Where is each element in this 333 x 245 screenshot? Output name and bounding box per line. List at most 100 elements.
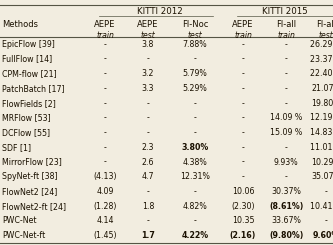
- Text: (1.28): (1.28): [93, 202, 117, 211]
- Text: -: -: [104, 40, 107, 49]
- Text: 9.60%: 9.60%: [312, 231, 333, 240]
- Text: MRFlow [53]: MRFlow [53]: [2, 113, 51, 122]
- Text: 14.09 %: 14.09 %: [270, 113, 302, 122]
- Text: 22.40 %: 22.40 %: [310, 69, 333, 78]
- Text: -: -: [241, 143, 244, 152]
- Text: 5.29%: 5.29%: [182, 84, 207, 93]
- Text: DCFlow [55]: DCFlow [55]: [2, 128, 50, 137]
- Text: SpyNet-ft [38]: SpyNet-ft [38]: [2, 172, 58, 181]
- Text: -: -: [147, 55, 150, 63]
- Text: -: -: [285, 40, 287, 49]
- Text: -: -: [147, 187, 150, 196]
- Text: 4.38%: 4.38%: [182, 158, 207, 167]
- Text: KITTI 2015: KITTI 2015: [262, 7, 307, 16]
- Text: SDF [1]: SDF [1]: [2, 143, 31, 152]
- Text: (9.80%): (9.80%): [269, 231, 303, 240]
- Text: -: -: [241, 158, 244, 167]
- Text: 11.01 %: 11.01 %: [310, 143, 333, 152]
- Text: 9.93%: 9.93%: [274, 158, 298, 167]
- Text: train: train: [277, 31, 295, 40]
- Text: -: -: [147, 128, 150, 137]
- Text: -: -: [104, 84, 107, 93]
- Text: FlowFields [2]: FlowFields [2]: [2, 99, 56, 108]
- Text: -: -: [193, 113, 196, 122]
- Text: 4.09: 4.09: [96, 187, 114, 196]
- Text: FullFlow [14]: FullFlow [14]: [2, 55, 52, 63]
- Text: 26.29 %: 26.29 %: [310, 40, 333, 49]
- Text: FlowNet2-ft [24]: FlowNet2-ft [24]: [2, 202, 66, 211]
- Text: -: -: [193, 55, 196, 63]
- Text: 7.88%: 7.88%: [183, 40, 207, 49]
- Text: -: -: [285, 99, 287, 108]
- Text: 3.80%: 3.80%: [181, 143, 209, 152]
- Text: 35.07%: 35.07%: [311, 172, 333, 181]
- Text: AEPE: AEPE: [137, 20, 159, 29]
- Text: 12.31%: 12.31%: [180, 172, 210, 181]
- Text: -: -: [241, 40, 244, 49]
- Text: -: -: [285, 172, 287, 181]
- Text: 4.14: 4.14: [96, 216, 114, 225]
- Text: CPM-flow [21]: CPM-flow [21]: [2, 69, 57, 78]
- Text: (2.16): (2.16): [230, 231, 256, 240]
- Text: 2.6: 2.6: [142, 158, 154, 167]
- Text: 4.22%: 4.22%: [181, 231, 208, 240]
- Text: 1.8: 1.8: [142, 202, 154, 211]
- Text: (1.45): (1.45): [93, 231, 117, 240]
- Text: 10.29%: 10.29%: [311, 158, 333, 167]
- Text: -: -: [193, 216, 196, 225]
- Text: -: -: [104, 143, 107, 152]
- Text: 15.09 %: 15.09 %: [270, 128, 302, 137]
- Text: -: -: [147, 99, 150, 108]
- Text: 12.19 %: 12.19 %: [310, 113, 333, 122]
- Text: 30.37%: 30.37%: [271, 187, 301, 196]
- Text: -: -: [147, 113, 150, 122]
- Text: Fl-Noc: Fl-Noc: [182, 20, 208, 29]
- Text: -: -: [241, 84, 244, 93]
- Text: 3.8: 3.8: [142, 40, 154, 49]
- Text: (8.61%): (8.61%): [269, 202, 303, 211]
- Text: 10.41 %: 10.41 %: [310, 202, 333, 211]
- Text: train: train: [234, 31, 252, 40]
- Text: 2.3: 2.3: [142, 143, 154, 152]
- Text: -: -: [241, 172, 244, 181]
- Text: -: -: [285, 55, 287, 63]
- Text: Methods: Methods: [2, 20, 38, 29]
- Text: AEPE: AEPE: [94, 20, 116, 29]
- Text: -: -: [104, 69, 107, 78]
- Text: -: -: [147, 216, 150, 225]
- Text: -: -: [104, 128, 107, 137]
- Text: (4.13): (4.13): [93, 172, 117, 181]
- Text: 4.7: 4.7: [142, 172, 154, 181]
- Text: KITTI 2012: KITTI 2012: [137, 7, 183, 16]
- Text: PWC-Net: PWC-Net: [2, 216, 37, 225]
- Text: -: -: [104, 55, 107, 63]
- Text: MirrorFlow [23]: MirrorFlow [23]: [2, 158, 62, 167]
- Text: -: -: [241, 113, 244, 122]
- Text: -: -: [241, 128, 244, 137]
- Text: -: -: [193, 99, 196, 108]
- Text: 14.83 %: 14.83 %: [310, 128, 333, 137]
- Text: -: -: [104, 113, 107, 122]
- Text: -: -: [285, 143, 287, 152]
- Text: Fl-all: Fl-all: [316, 20, 333, 29]
- Text: -: -: [193, 128, 196, 137]
- Text: test: test: [319, 31, 333, 40]
- Text: 3.2: 3.2: [142, 69, 154, 78]
- Text: test: test: [141, 31, 156, 40]
- Text: (2.30): (2.30): [231, 202, 255, 211]
- Text: 4.82%: 4.82%: [182, 202, 207, 211]
- Text: 21.07%: 21.07%: [311, 84, 333, 93]
- Text: Fl-all: Fl-all: [276, 20, 296, 29]
- Text: -: -: [285, 84, 287, 93]
- Text: 23.37 %: 23.37 %: [310, 55, 333, 63]
- Text: AEPE: AEPE: [232, 20, 254, 29]
- Text: train: train: [96, 31, 114, 40]
- Text: -: -: [241, 55, 244, 63]
- Text: -: -: [241, 99, 244, 108]
- Text: FlowNet2 [24]: FlowNet2 [24]: [2, 187, 57, 196]
- Text: -: -: [241, 69, 244, 78]
- Text: 1.7: 1.7: [141, 231, 155, 240]
- Text: test: test: [187, 31, 202, 40]
- Text: 5.79%: 5.79%: [182, 69, 207, 78]
- Text: -: -: [104, 158, 107, 167]
